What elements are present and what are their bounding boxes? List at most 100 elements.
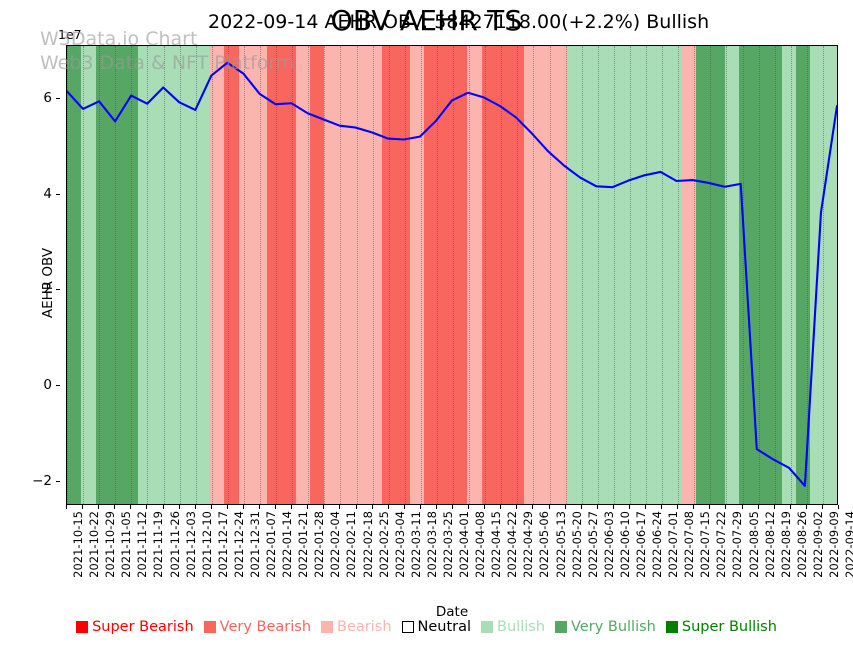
- x-tick-mark: [773, 505, 775, 509]
- x-tick-mark: [323, 505, 325, 509]
- sentiment-band-bullish: [195, 46, 211, 504]
- sentiment-band-very_bearish: [395, 46, 411, 504]
- x-gridline: [179, 46, 181, 504]
- x-gridline: [420, 46, 422, 504]
- legend-item-neutral[interactable]: Neutral: [401, 619, 471, 635]
- sentiment-band-bullish: [81, 46, 97, 504]
- x-gridline: [276, 46, 278, 504]
- x-tick-mark: [580, 505, 582, 509]
- sentiment-band-bearish: [338, 46, 354, 504]
- x-gridline: [83, 46, 85, 504]
- x-tick-label: 2022-01-07: [264, 511, 278, 578]
- page-title: OBV AEHR TS: [330, 4, 523, 37]
- legend-swatch-icon: [203, 621, 216, 633]
- x-tick-mark: [98, 505, 100, 509]
- sentiment-band-bearish: [553, 46, 568, 504]
- y-tick-label: 6: [43, 89, 52, 106]
- x-gridline: [597, 46, 599, 504]
- x-gridline: [742, 46, 744, 504]
- x-gridline: [356, 46, 358, 504]
- x-tick-mark: [114, 505, 116, 509]
- x-tick-mark: [805, 505, 807, 509]
- x-tick-label: 2022-01-28: [312, 511, 327, 578]
- latest-value-annotation: 2022-09-14 AEHR OBV: 58427118.00(+2.2%) …: [208, 11, 710, 33]
- x-tick-mark: [532, 505, 534, 509]
- x-axis-title: Date: [435, 604, 469, 620]
- x-tick-mark: [403, 505, 405, 509]
- sentiment-band-bullish: [595, 46, 611, 504]
- x-tick-mark: [484, 505, 486, 509]
- x-tick-label: 2021-10-15: [71, 511, 85, 578]
- x-tick-label: 2022-09-09: [826, 511, 841, 578]
- y-tick-label: 0: [43, 377, 52, 394]
- x-tick-label: 2021-10-22: [87, 511, 102, 578]
- x-tick-mark: [628, 505, 630, 509]
- x-gridline: [485, 46, 487, 504]
- sentiment-band-layer: [67, 46, 837, 504]
- legend-item-very-bullish[interactable]: Very Bullish: [555, 619, 656, 635]
- legend-item-bearish[interactable]: Bearish: [321, 619, 392, 635]
- y-tick-mark: [56, 289, 60, 291]
- x-gridline: [790, 46, 792, 504]
- legend-swatch-icon: [665, 621, 678, 633]
- x-gridline: [806, 46, 808, 504]
- sentiment-band-bullish: [781, 46, 797, 504]
- x-tick-mark: [307, 505, 309, 509]
- x-tick-label: 2022-08-05: [746, 511, 761, 578]
- x-tick-label: 2022-06-10: [617, 511, 632, 578]
- x-tick-label: 2022-08-12: [762, 511, 777, 578]
- sentiment-band-bearish: [524, 46, 540, 504]
- sentiment-band-very_bearish: [424, 46, 440, 504]
- x-tick-label: 2022-06-17: [633, 511, 648, 578]
- sentiment-legend: Super Bearish Very Bearish Bearish Neutral B…: [0, 619, 853, 635]
- sentiment-band-bullish: [181, 46, 197, 504]
- y-axis-ticks: −2 0 2 4 6: [0, 45, 60, 505]
- legend-item-super-bearish[interactable]: Super Bearish: [76, 619, 194, 635]
- x-gridline: [404, 46, 406, 504]
- x-tick-mark: [661, 505, 663, 509]
- x-gridline: [195, 46, 197, 504]
- legend-label: Super Bullish: [681, 619, 777, 635]
- sentiment-band-very_bearish: [267, 46, 283, 504]
- x-tick-mark: [435, 505, 437, 509]
- x-gridline: [678, 46, 680, 504]
- sentiment-band-very_bullish: [753, 46, 769, 504]
- sentiment-band-bullish: [724, 46, 740, 504]
- x-gridline: [243, 46, 245, 504]
- x-gridline: [581, 46, 583, 504]
- x-tick-label: 2022-04-08: [473, 511, 488, 578]
- sentiment-band-very_bearish: [495, 46, 511, 504]
- x-tick-mark: [162, 505, 164, 509]
- x-tick-label: 2022-07-29: [730, 511, 745, 578]
- x-tick-mark: [339, 505, 341, 509]
- legend-swatch-icon: [555, 621, 568, 633]
- x-gridline: [774, 46, 776, 504]
- x-gridline: [340, 46, 342, 504]
- x-gridline: [324, 46, 326, 504]
- x-tick-mark: [548, 505, 550, 509]
- x-tick-mark: [693, 505, 695, 509]
- legend-item-very-bearish[interactable]: Very Bearish: [203, 619, 311, 635]
- x-tick-label: 2021-11-19: [151, 511, 166, 578]
- x-gridline: [211, 46, 213, 504]
- legend-item-super-bullish[interactable]: Super Bullish: [665, 619, 777, 635]
- sentiment-band-very_bullish: [67, 46, 82, 504]
- x-gridline: [565, 46, 567, 504]
- x-tick-label: 2022-06-03: [601, 511, 616, 578]
- x-gridline: [469, 46, 471, 504]
- x-tick-label: 2021-12-03: [183, 511, 198, 578]
- x-tick-mark: [452, 505, 453, 509]
- x-tick-label: 2021-11-05: [119, 511, 134, 578]
- sentiment-band-very_bearish: [453, 46, 468, 504]
- x-tick-label: 2022-07-22: [714, 511, 729, 578]
- legend-item-bullish[interactable]: Bullish: [481, 619, 545, 635]
- x-tick-mark: [66, 505, 67, 509]
- x-axis-ticks: 2021-10-15 2021-10-22 2021-10-29 2021-11-05…: [66, 505, 853, 600]
- x-gridline: [260, 46, 261, 504]
- x-tick-label: 2022-06-24: [650, 511, 664, 578]
- x-tick-label: 2022-02-11: [344, 511, 359, 578]
- x-tick-label: 2021-12-24: [231, 511, 246, 578]
- x-tick-mark: [838, 505, 839, 509]
- obv-line-series: [67, 46, 837, 504]
- x-tick-label: 2022-09-02: [810, 511, 825, 578]
